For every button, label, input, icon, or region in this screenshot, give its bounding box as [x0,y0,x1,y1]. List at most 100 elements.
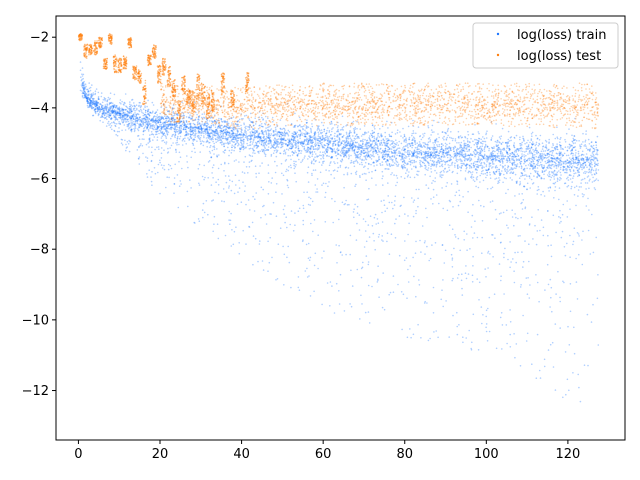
train-point [463,162,465,165]
train-point [242,144,244,147]
train-point [532,141,534,143]
train-point [337,141,340,144]
train-point [389,156,391,158]
train-point [113,110,116,113]
train-point [449,157,452,159]
train-point [422,156,425,159]
train-point [453,164,456,167]
train-point [155,123,157,126]
train-point [494,157,497,159]
train-point [80,76,82,78]
train-point [315,153,317,155]
train-point [231,133,233,136]
train-point [157,146,160,148]
train-point [459,151,462,153]
train-point [529,187,531,189]
train-point [525,145,528,148]
train-point [460,169,462,172]
train-point [562,154,564,157]
train-point [198,116,200,118]
train-point [238,187,241,189]
train-point [506,342,508,345]
train-point [286,184,289,187]
train-point [569,283,572,285]
train-point [123,115,125,117]
train-point [492,157,494,159]
train-point [172,142,174,144]
train-point [392,161,394,163]
train-point [258,116,261,118]
train-point [321,131,324,134]
train-point [447,159,450,162]
train-point [336,126,339,129]
train-point [332,144,334,146]
train-point [328,181,330,183]
train-point [79,61,82,63]
train-point [529,284,531,286]
train-point [149,111,152,114]
train-point [259,136,261,138]
train-point [154,148,156,151]
train-point [303,140,306,142]
train-point [325,182,327,185]
train-point [508,158,511,160]
train-point [542,150,545,152]
train-point [245,147,247,149]
train-point [586,313,589,316]
train-point [472,140,474,143]
train-point [447,154,449,156]
train-point [84,93,87,95]
train-point [394,195,397,198]
train-point [130,126,132,128]
train-point [331,149,334,152]
train-point [320,154,323,157]
train-point [431,163,434,166]
train-point [386,120,388,123]
train-point [363,125,366,127]
train-point [568,162,570,164]
train-point [84,83,87,85]
train-point [144,121,146,124]
train-point [538,188,540,191]
train-point [83,85,85,88]
train-point [290,138,293,140]
train-point [305,211,308,214]
train-point [271,116,274,119]
train-point [559,141,561,143]
train-point [356,133,358,136]
train-point [286,179,289,182]
train-point [97,107,99,110]
train-point [343,149,346,152]
train-point [349,162,352,164]
train-point [465,155,467,157]
train-point [406,145,409,147]
train-point [163,149,165,151]
train-point [198,128,201,130]
train-point [432,160,434,162]
train-point [594,173,596,176]
train-point [252,152,254,154]
train-point [190,156,192,159]
train-point [424,164,427,167]
train-point [274,171,277,174]
train-point [277,138,280,140]
train-point [547,156,549,159]
train-point [477,158,479,161]
train-point [327,149,329,152]
train-point [528,260,530,263]
train-point [559,166,562,169]
train-point [108,110,111,112]
train-point [411,197,413,199]
train-point [430,171,433,173]
train-point [521,141,523,144]
train-point [281,146,283,148]
train-point [581,159,583,161]
train-point [525,150,528,152]
train-point [338,290,340,292]
train-point [524,160,526,162]
train-point [468,150,470,152]
train-point [448,160,451,162]
train-point [519,144,522,147]
train-point [561,230,564,233]
train-point [272,152,275,154]
